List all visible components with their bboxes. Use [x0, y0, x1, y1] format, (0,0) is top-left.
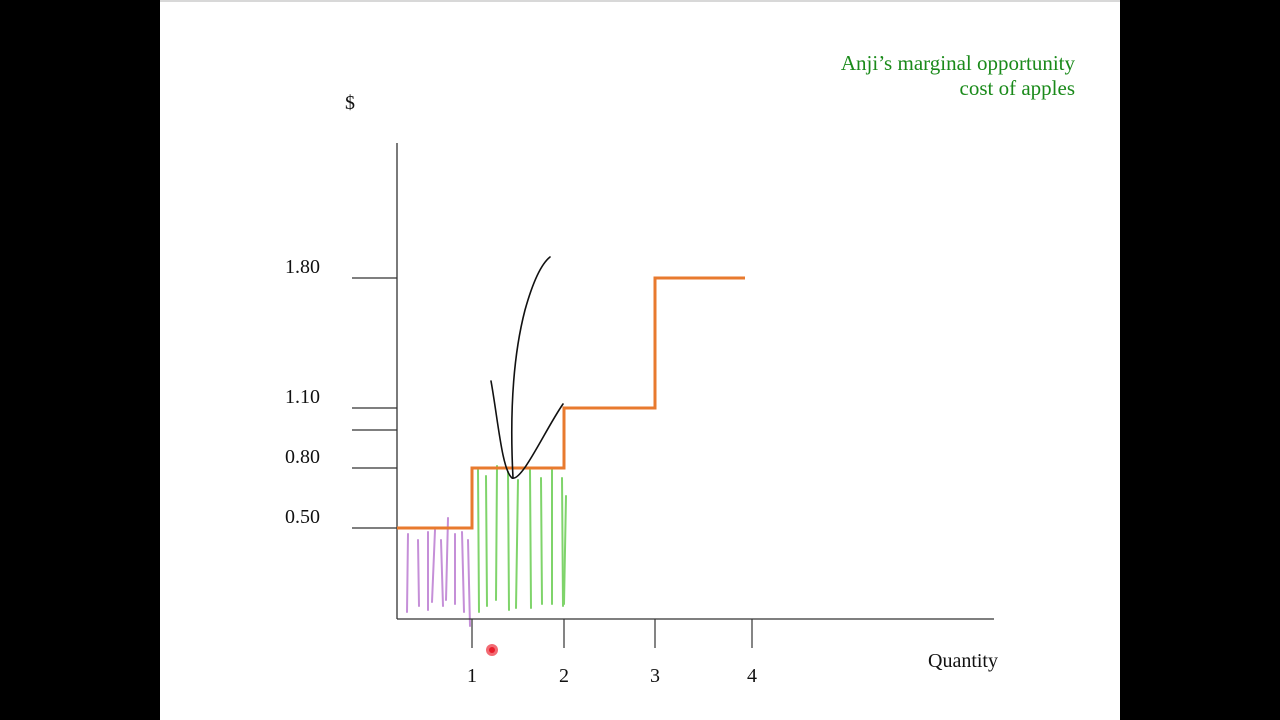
green-stroke-0 — [477, 469, 480, 613]
purple-stroke-1 — [417, 539, 420, 607]
purple-stroke-3 — [431, 529, 436, 603]
green-stroke-8 — [561, 477, 564, 607]
annotation-arrow-stroke — [510, 256, 551, 479]
slide: Anji’s marginal opportunity cost of appl… — [160, 0, 1120, 720]
cursor-indicator-inner — [489, 647, 495, 653]
y-axis-label: $ — [345, 92, 355, 114]
x-tick-label-0: 1 — [467, 665, 477, 687]
y-tick-label-1: 1.10 — [285, 386, 320, 408]
annotation-curve — [490, 380, 564, 479]
purple-stroke-8 — [467, 539, 471, 627]
green-stroke-1 — [485, 475, 488, 607]
green-stroke-5 — [529, 469, 532, 609]
slide-top-border — [160, 0, 1120, 2]
green-stroke-9 — [563, 495, 567, 605]
x-tick-label-3: 4 — [747, 665, 757, 687]
purple-stroke-5 — [445, 517, 449, 601]
purple-shading — [406, 517, 471, 627]
green-stroke-6 — [540, 477, 543, 605]
chart-title-line-1: Anji’s marginal opportunity — [841, 51, 1076, 75]
green-stroke-4 — [515, 479, 519, 609]
y-tick-label-2: 0.80 — [285, 446, 320, 468]
chart-title-line-2: cost of apples — [960, 76, 1075, 100]
series-0-step-line — [397, 276, 745, 530]
green-stroke-3 — [507, 471, 510, 611]
x-tick-label-2: 3 — [650, 665, 660, 687]
purple-stroke-4 — [440, 539, 444, 607]
y-tick-label-3: 0.50 — [285, 506, 320, 528]
y-tick-label-0: 1.80 — [285, 256, 320, 278]
x-tick-label-1: 2 — [559, 665, 569, 687]
green-stroke-2 — [495, 465, 498, 601]
purple-stroke-7 — [461, 531, 465, 613]
purple-stroke-0 — [406, 533, 409, 613]
chart: Anji’s marginal opportunity cost of appl… — [285, 51, 1076, 687]
green-shading — [477, 465, 567, 613]
x-axis-label: Quantity — [928, 650, 998, 672]
